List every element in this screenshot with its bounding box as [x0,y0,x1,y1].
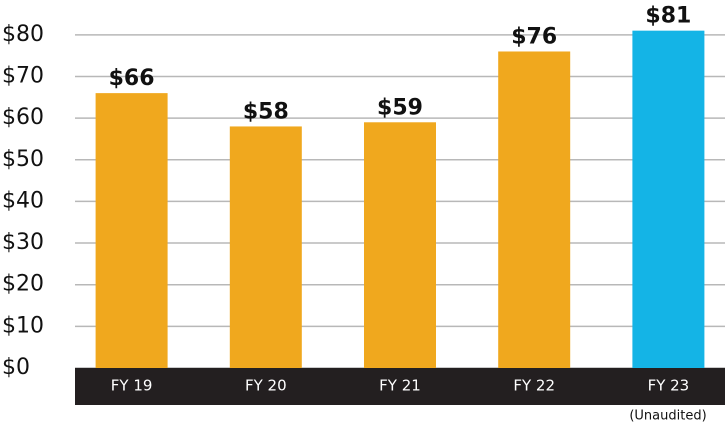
bar [632,30,705,369]
value-label: $81 [645,4,691,29]
x-tick-label: FY 23 [648,377,690,395]
x-tick-label: FY 20 [245,377,287,395]
x-tick-label: FY 19 [111,377,153,395]
bar [498,51,571,368]
y-tick-label: $40 [2,188,44,213]
y-tick-label: $50 [2,147,44,172]
bar [364,122,436,369]
value-label: $66 [109,66,155,91]
y-tick-label: $0 [2,355,30,380]
y-tick-label: $80 [2,22,44,47]
x-axis-band [75,368,725,405]
x-tick-label: FY 22 [513,377,555,395]
bar [229,126,302,369]
value-label: $76 [511,24,557,49]
bar [95,93,168,369]
y-tick-label: $60 [2,105,44,130]
value-label: $58 [243,99,289,124]
y-tick-label: $10 [2,313,44,338]
x-tick-label: FY 21 [379,377,421,395]
y-tick-label: $70 [2,63,44,88]
annotation: (Unaudited) [629,409,706,424]
y-tick-label: $20 [2,272,44,297]
value-label: $59 [377,95,423,120]
y-tick-label: $30 [2,230,44,255]
